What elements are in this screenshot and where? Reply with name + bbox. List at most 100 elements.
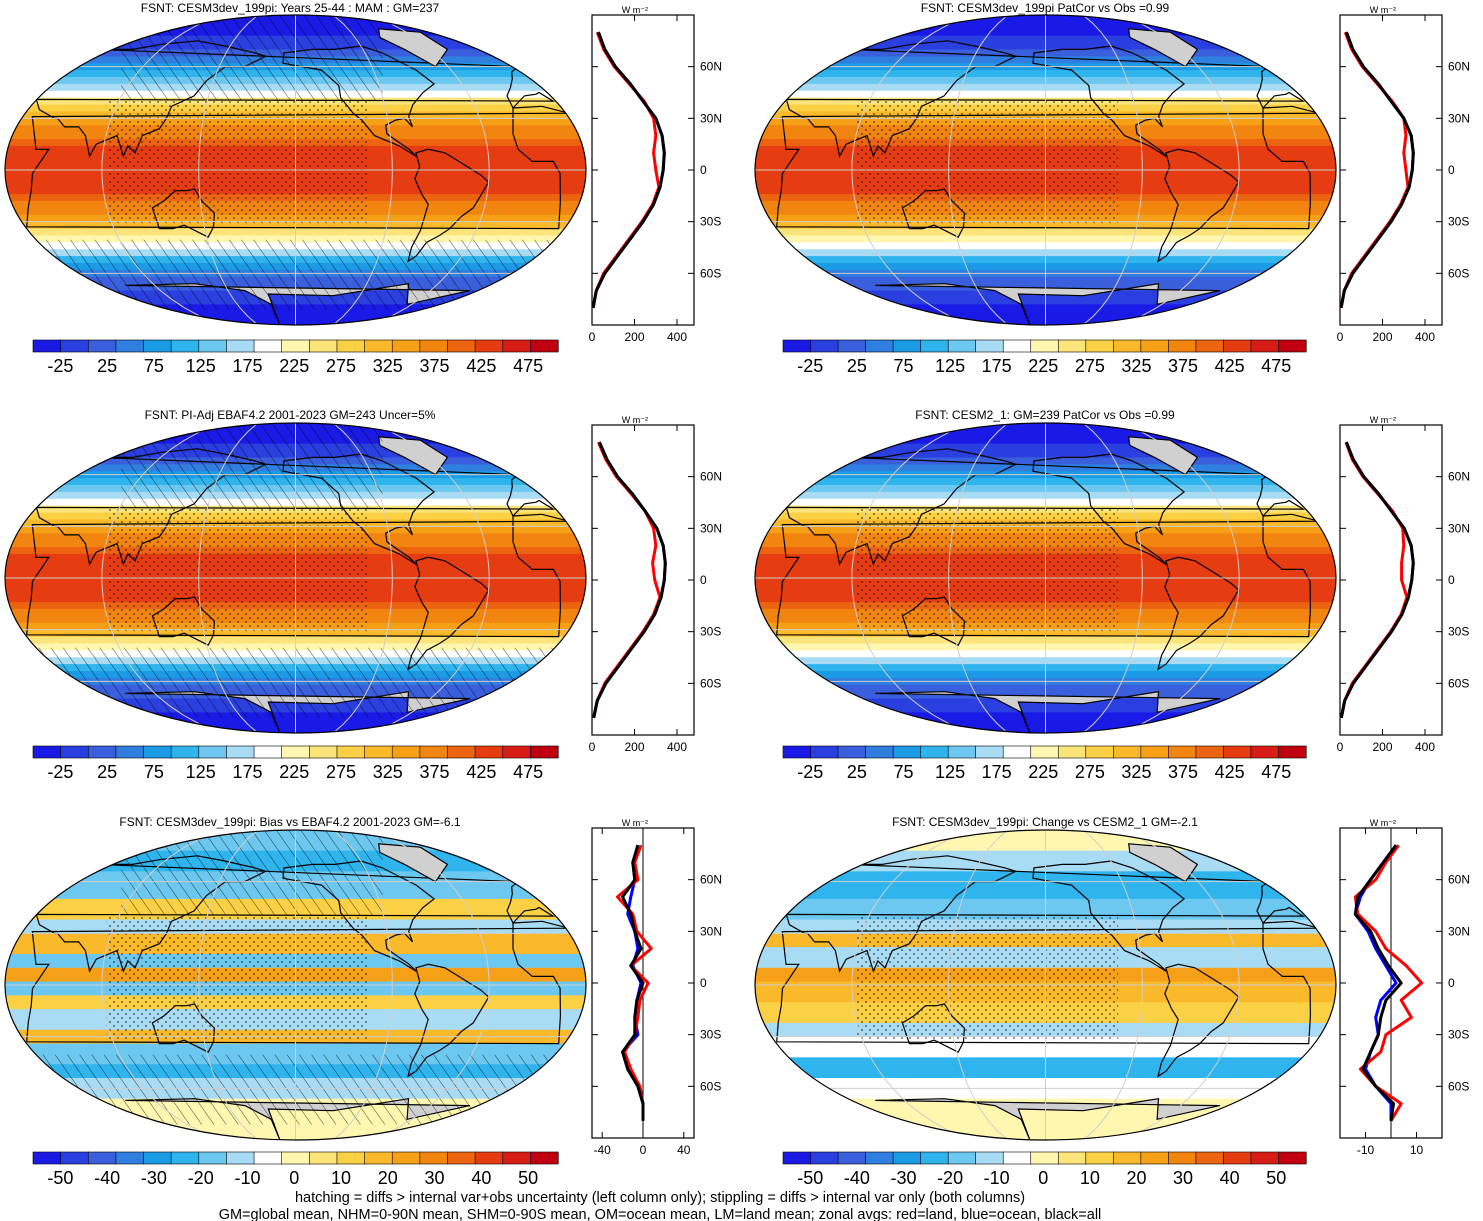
zonal-average-plot: W m⁻² -10 10 60N 30N 0 30S 60S [1339,818,1470,1157]
colorbar-label: 125 [186,356,216,376]
zonal-y-tick: 0 [1448,163,1455,177]
colorbar-label: 175 [982,356,1012,376]
colorbar-label: 175 [982,762,1012,782]
continent-outline [875,1097,1221,1140]
zonal-y-tick: 30N [1448,924,1470,938]
colorbar-swatch [474,339,504,353]
colorbar-label: 40 [471,1168,491,1188]
colorbar-label: -25 [797,762,823,782]
colorbar-label: 75 [144,762,164,782]
colorbar-label: 10 [331,1168,351,1188]
zonal-average-plot: W m⁻² -40 0 40 60N 30N 0 30S 60S [591,818,722,1157]
colorbar-swatch [60,1151,89,1165]
colorbar-label: -25 [47,356,73,376]
colorbar-label: 25 [97,762,117,782]
colorbar-swatch [143,745,172,759]
zonal-y-tick: 30N [1448,521,1470,535]
colorbar-swatch [947,339,977,353]
footer-line-2: GM=global mean, NHM=0-90N mean, SHM=0-90… [219,1207,1102,1221]
colorbar-label: 0 [289,1168,299,1188]
map-border [4,14,587,326]
colorbar-swatch [253,339,283,353]
colorbar-label: 40 [1220,1168,1240,1188]
zonal-x-tick: 400 [667,330,687,344]
colorbar-label: 425 [466,356,496,376]
zonal-y-tick: 60S [1448,676,1469,690]
map-field [5,830,586,1140]
colorbar-label: 375 [420,762,450,782]
continent-outline [407,963,490,1078]
colorbar-swatch [226,339,255,353]
colorbar-label: 25 [97,356,117,376]
colorbar-swatch [947,1151,977,1165]
colorbar-swatch [1030,339,1059,353]
colorbar-swatch [309,1151,338,1165]
panel-2: FSNT: CESM3dev_199pi PatCor vs Obs =0.99… [754,1,1470,376]
zonal-y-tick: 30N [700,521,722,535]
colorbar-swatch [810,745,839,759]
map-field [755,15,1336,325]
colorbar-label: 30 [425,1168,445,1188]
colorbar-label: 275 [326,356,356,376]
zonal-x-tick: 40 [677,1143,691,1157]
colorbar-swatch [1140,745,1169,759]
colorbar-swatch [947,745,977,759]
colorbar-swatch [1085,745,1114,759]
colorbar-swatch [364,339,393,353]
zonal-y-tick: 0 [1448,573,1455,587]
colorbar-label: 25 [847,762,867,782]
zonal-unit: W m⁻² [1370,818,1396,828]
zonal-y-tick: 60N [1448,60,1470,74]
colorbar-swatch [1223,339,1252,353]
zonal-x-tick: 0 [589,740,596,754]
colorbar-swatch [170,745,200,759]
colorbar-swatch [198,339,228,353]
colorbar-swatch [1113,745,1142,759]
colorbar-swatch [1002,339,1032,353]
zonal-y-tick: 30S [1448,625,1469,639]
colorbar-swatch [1250,339,1280,353]
continent-outline [407,148,490,263]
colorbar-swatch [1030,745,1059,759]
colorbar: -50 -40 -30 -20 -10 0 10 20 30 40 50 [782,1151,1307,1188]
colorbar-swatch [447,1151,476,1165]
colorbar-label: -40 [94,1168,120,1188]
zonal-all-line [1339,441,1415,719]
zonal-x-tick: 0 [1337,740,1344,754]
colorbar-swatch [530,745,559,759]
colorbar: -25 25 75 125 175 225 275 325 375 425 475 [32,745,559,782]
map-border [754,422,1337,734]
colorbar-label: 20 [1126,1168,1146,1188]
zonal-average-plot: W m⁻² 0 200 400 60N 30N 0 30S 60S [1337,5,1470,344]
map-border [754,829,1337,1141]
colorbar-label: 10 [1080,1168,1100,1188]
colorbar-label: 375 [1168,762,1198,782]
colorbar-swatch [1002,745,1032,759]
colorbar-swatch [281,339,310,353]
colorbar-label: -30 [890,1168,916,1188]
colorbar-swatch [474,745,504,759]
zonal-unit: W m⁻² [622,818,648,828]
colorbar-swatch [810,339,839,353]
zonal-y-tick: 0 [700,976,707,990]
colorbar-swatch [1113,339,1142,353]
colorbar-label: 225 [279,356,309,376]
zonal-x-tick: 400 [1415,330,1435,344]
zonal-y-tick: 30S [700,1028,721,1042]
colorbar-swatch [892,339,922,353]
map-field [5,423,586,733]
colorbar-label: -10 [234,1168,260,1188]
colorbar-swatch [253,745,283,759]
colorbar-swatch [975,745,1004,759]
zonal-y-tick: 60S [1448,1079,1469,1093]
continent-outline [407,556,490,671]
colorbar-swatch [530,339,559,353]
zonal-average-plot: W m⁻² 0 200 400 60N 30N 0 30S 60S [1337,415,1470,754]
colorbar-swatch [1140,1151,1169,1165]
colorbar-swatch [1223,745,1252,759]
colorbar-swatch [1002,1151,1032,1165]
colorbar-swatch [892,745,922,759]
colorbar-label: 20 [378,1168,398,1188]
map-title: FSNT: CESM3dev_199pi: Years 25-44 : MAM … [141,1,440,15]
map-title: FSNT: CESM3dev_199pi: Bias vs EBAF4.2 20… [119,815,460,829]
